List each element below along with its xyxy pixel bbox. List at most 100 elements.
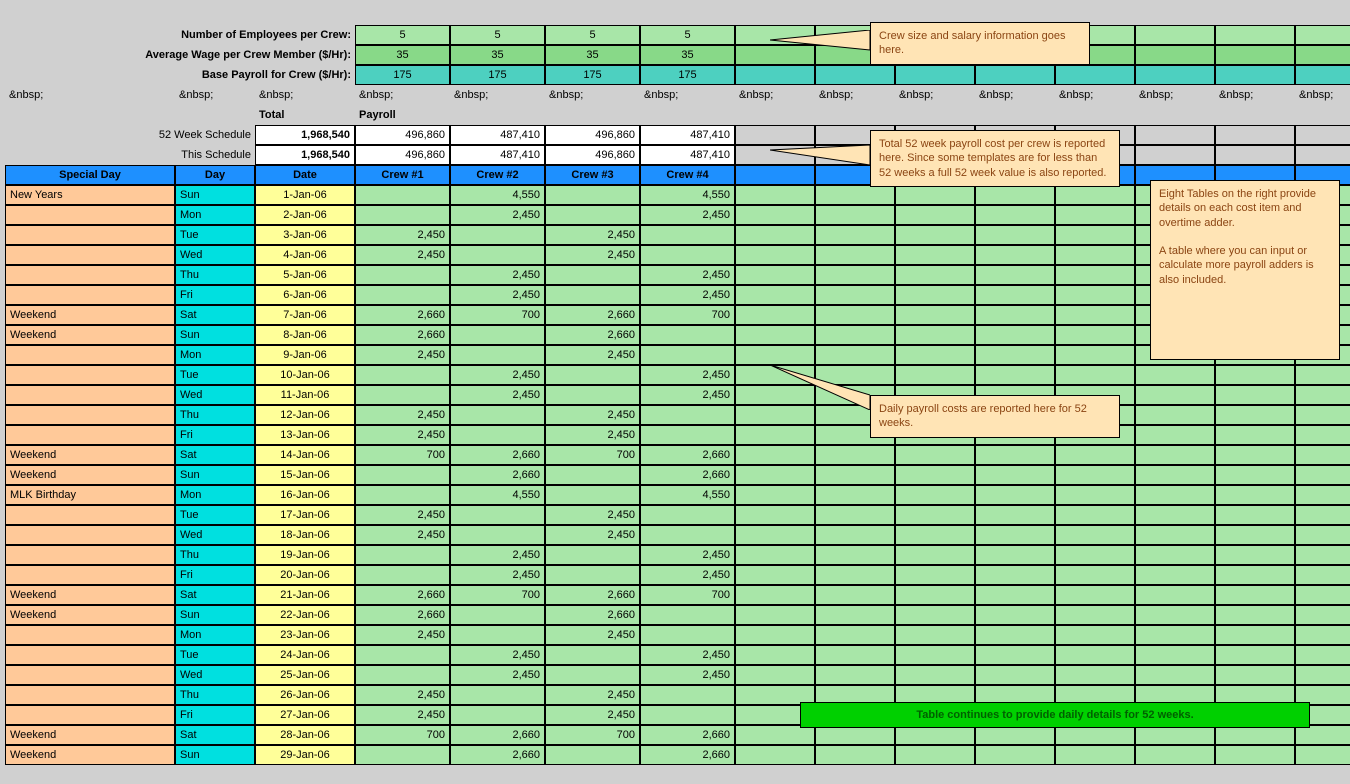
empty-r24 <box>895 665 975 685</box>
empty-r8 <box>815 345 895 365</box>
empty-r9 <box>895 365 975 385</box>
spacer: &nbsp; <box>545 85 640 105</box>
empty-r5 <box>895 285 975 305</box>
payroll-r25-c0: 2,450 <box>355 685 450 705</box>
empty-r17 <box>1215 525 1295 545</box>
empty-r6 <box>975 305 1055 325</box>
header-3: Crew #1 <box>355 165 450 185</box>
empty-r19 <box>1135 565 1215 585</box>
title-payroll: Payroll <box>355 105 450 125</box>
date-7: 8-Jan-06 <box>255 325 355 345</box>
payroll-r27-c2: 700 <box>545 725 640 745</box>
empty-cell <box>1215 25 1295 45</box>
empty-r9 <box>1135 365 1215 385</box>
total-this: 1,968,540 <box>255 145 355 165</box>
payroll-r20-c1: 700 <box>450 585 545 605</box>
empty-r21 <box>975 605 1055 625</box>
date-15: 16-Jan-06 <box>255 485 355 505</box>
empty-cell <box>1295 45 1350 65</box>
date-6: 7-Jan-06 <box>255 305 355 325</box>
payroll-r24-c3: 2,450 <box>640 665 735 685</box>
date-0: 1-Jan-06 <box>255 185 355 205</box>
input-employees-3[interactable]: 5 <box>640 25 735 45</box>
day-9: Tue <box>175 365 255 385</box>
input-wage-1[interactable]: 35 <box>450 45 545 65</box>
empty-r9 <box>1295 365 1350 385</box>
payroll-r23-c2 <box>545 645 640 665</box>
empty-r14 <box>1295 465 1350 485</box>
day-1: Mon <box>175 205 255 225</box>
date-3: 4-Jan-06 <box>255 245 355 265</box>
empty-r16 <box>1295 505 1350 525</box>
input-wage-0[interactable]: 35 <box>355 45 450 65</box>
day-7: Sun <box>175 325 255 345</box>
payroll-r26-c0: 2,450 <box>355 705 450 725</box>
empty-r6 <box>735 305 815 325</box>
empty-r14 <box>895 465 975 485</box>
empty-r20 <box>1055 585 1135 605</box>
date-26: 27-Jan-06 <box>255 705 355 725</box>
date-8: 9-Jan-06 <box>255 345 355 365</box>
payroll-r11-c1 <box>450 405 545 425</box>
payroll-r22-c2: 2,450 <box>545 625 640 645</box>
calc-base-0: 175 <box>355 65 450 85</box>
empty-r9 <box>1215 365 1295 385</box>
empty-r18 <box>735 545 815 565</box>
empty-r10 <box>1215 385 1295 405</box>
payroll-r2-c3 <box>640 225 735 245</box>
empty-r18 <box>895 545 975 565</box>
payroll-r0-c3: 4,550 <box>640 185 735 205</box>
payroll-r16-c1 <box>450 505 545 525</box>
payroll-r17-c1 <box>450 525 545 545</box>
special-day-11 <box>5 405 175 425</box>
empty-r23 <box>1295 645 1350 665</box>
special-day-22 <box>5 625 175 645</box>
spacer: &nbsp; <box>5 85 175 105</box>
payroll-r25-c2: 2,450 <box>545 685 640 705</box>
input-wage-2[interactable]: 35 <box>545 45 640 65</box>
payroll-r14-c3: 2,660 <box>640 465 735 485</box>
empty-r23 <box>1215 645 1295 665</box>
empty-r27 <box>1215 725 1295 745</box>
empty-r11 <box>1295 405 1350 425</box>
payroll-r6-c1: 700 <box>450 305 545 325</box>
empty-cell <box>735 125 815 145</box>
empty-cell <box>1135 125 1215 145</box>
payroll-r8-c0: 2,450 <box>355 345 450 365</box>
date-27: 28-Jan-06 <box>255 725 355 745</box>
payroll-r18-c1: 2,450 <box>450 545 545 565</box>
payroll-r21-c3 <box>640 605 735 625</box>
empty-r19 <box>735 565 815 585</box>
payroll-r7-c1 <box>450 325 545 345</box>
input-wage-3[interactable]: 35 <box>640 45 735 65</box>
payroll-r0-c2 <box>545 185 640 205</box>
empty-r15 <box>1295 485 1350 505</box>
payroll-r1-c0 <box>355 205 450 225</box>
payroll-r2-c2: 2,450 <box>545 225 640 245</box>
empty-r13 <box>1295 445 1350 465</box>
date-11: 12-Jan-06 <box>255 405 355 425</box>
date-23: 24-Jan-06 <box>255 645 355 665</box>
payroll-r28-c1: 2,660 <box>450 745 545 765</box>
special-day-0: New Years <box>5 185 175 205</box>
payroll-spreadsheet: Number of Employees per Crew:5555Average… <box>5 25 1350 765</box>
empty-cell <box>1135 65 1215 85</box>
payroll-r4-c1: 2,450 <box>450 265 545 285</box>
empty-r11 <box>1215 405 1295 425</box>
empty-r23 <box>735 645 815 665</box>
input-employees-0[interactable]: 5 <box>355 25 450 45</box>
input-employees-1[interactable]: 5 <box>450 25 545 45</box>
payroll-r7-c0: 2,660 <box>355 325 450 345</box>
payroll-r0-c0 <box>355 185 450 205</box>
empty-r20 <box>895 585 975 605</box>
crew-52week-2: 496,860 <box>545 125 640 145</box>
empty-r2 <box>975 225 1055 245</box>
empty-r2 <box>895 225 975 245</box>
input-employees-2[interactable]: 5 <box>545 25 640 45</box>
header-empty <box>735 165 815 185</box>
day-3: Wed <box>175 245 255 265</box>
crew-this-0: 496,860 <box>355 145 450 165</box>
spacer: &nbsp; <box>815 85 895 105</box>
empty-r6 <box>895 305 975 325</box>
payroll-r13-c3: 2,660 <box>640 445 735 465</box>
